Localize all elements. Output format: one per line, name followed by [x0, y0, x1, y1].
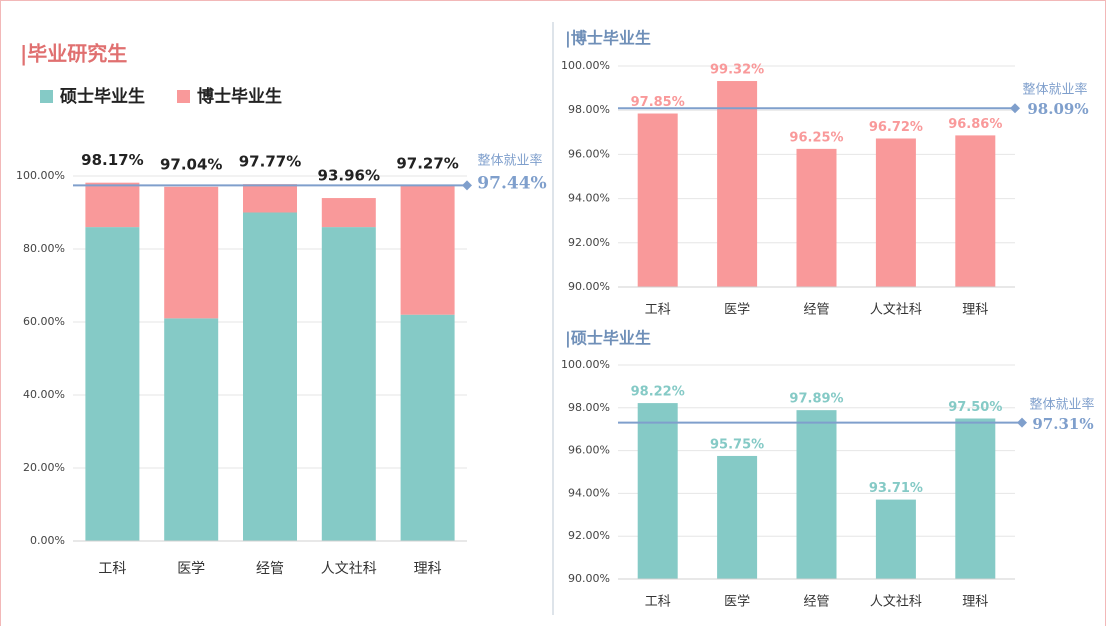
reference-marker — [1010, 103, 1020, 114]
total-label: 97.27% — [396, 154, 458, 172]
bar-segment — [243, 184, 297, 213]
x-tick-label: 经管 — [803, 303, 829, 318]
value-label: 95.75% — [710, 437, 764, 452]
bar — [717, 81, 758, 287]
value-label: 97.50% — [948, 400, 1002, 415]
bar — [637, 113, 678, 287]
bar-segment — [243, 212, 297, 541]
legend-label: 硕士毕业生 — [60, 86, 145, 107]
reference-value: 98.09% — [1027, 100, 1088, 118]
reference-label: 整体就业率 — [1022, 82, 1087, 98]
bar-segment — [85, 227, 140, 541]
value-label: 99.32% — [710, 63, 764, 78]
y-tick-label: 94.00% — [568, 192, 610, 205]
y-tick-label: 100.00% — [561, 59, 610, 72]
reference-marker — [462, 180, 472, 191]
bar-segment — [400, 185, 455, 315]
value-label: 96.86% — [948, 117, 1002, 132]
x-tick-label: 理科 — [962, 595, 988, 610]
chart-title: |毕业研究生 — [20, 42, 127, 66]
value-label: 98.22% — [631, 385, 685, 400]
x-tick-label: 工科 — [645, 595, 671, 610]
bar-segment — [164, 186, 219, 319]
y-tick-label: 90.00% — [568, 280, 610, 293]
chart-title: |博士毕业生 — [565, 29, 651, 49]
bar — [875, 499, 916, 579]
bar-segment — [400, 314, 455, 541]
y-tick-label: 100.00% — [561, 358, 610, 371]
reference-value: 97.31% — [1032, 415, 1093, 433]
total-label: 97.77% — [239, 153, 301, 171]
y-tick-label: 40.00% — [23, 388, 65, 401]
legend-label: 博士毕业生 — [197, 86, 282, 107]
x-tick-label: 工科 — [645, 303, 671, 318]
bar — [955, 418, 996, 579]
x-tick-label: 经管 — [803, 595, 829, 610]
y-tick-label: 92.00% — [568, 529, 610, 542]
legend-swatch — [177, 90, 190, 103]
bar — [717, 455, 758, 579]
x-tick-label: 医学 — [724, 302, 750, 318]
bar-segment — [164, 318, 219, 541]
chart-title: |硕士毕业生 — [565, 329, 651, 349]
reference-label: 整体就业率 — [477, 153, 542, 169]
x-tick-label: 人文社科 — [870, 302, 922, 318]
reference-marker — [1017, 417, 1027, 428]
y-tick-label: 96.00% — [568, 147, 610, 160]
x-tick-label: 经管 — [256, 561, 284, 577]
y-tick-label: 92.00% — [568, 236, 610, 249]
y-tick-label: 98.00% — [568, 103, 610, 116]
reference-label: 整体就业率 — [1029, 397, 1094, 413]
bar-segment — [321, 227, 376, 541]
legend-swatch — [40, 90, 53, 103]
x-tick-label: 医学 — [177, 561, 205, 577]
y-tick-label: 80.00% — [23, 242, 65, 255]
x-tick-label: 人文社科 — [321, 561, 377, 577]
total-label: 98.17% — [81, 151, 143, 169]
reference-value: 97.44% — [477, 174, 546, 194]
bar — [796, 148, 837, 287]
x-tick-label: 医学 — [724, 594, 750, 610]
bar — [955, 135, 996, 287]
value-label: 97.85% — [631, 95, 685, 110]
y-tick-label: 98.00% — [568, 401, 610, 414]
value-label: 96.25% — [789, 130, 843, 145]
bar — [637, 403, 678, 579]
y-tick-label: 60.00% — [23, 315, 65, 328]
x-tick-label: 人文社科 — [870, 594, 922, 610]
x-tick-label: 理科 — [414, 561, 442, 577]
value-label: 97.89% — [789, 392, 843, 407]
x-tick-label: 工科 — [98, 561, 126, 577]
value-label: 96.72% — [869, 120, 923, 135]
y-tick-label: 20.00% — [23, 461, 65, 474]
total-label: 97.04% — [160, 155, 222, 173]
value-label: 93.71% — [869, 481, 923, 496]
y-tick-label: 100.00% — [16, 169, 65, 182]
bar — [875, 138, 916, 287]
y-tick-label: 94.00% — [568, 486, 610, 499]
y-tick-label: 90.00% — [568, 572, 610, 585]
total-label: 93.96% — [318, 167, 380, 185]
bar — [796, 410, 837, 579]
y-tick-label: 0.00% — [30, 534, 65, 547]
bar-segment — [85, 182, 140, 228]
bar-segment — [321, 198, 376, 228]
x-tick-label: 理科 — [962, 303, 988, 318]
y-tick-label: 96.00% — [568, 444, 610, 457]
